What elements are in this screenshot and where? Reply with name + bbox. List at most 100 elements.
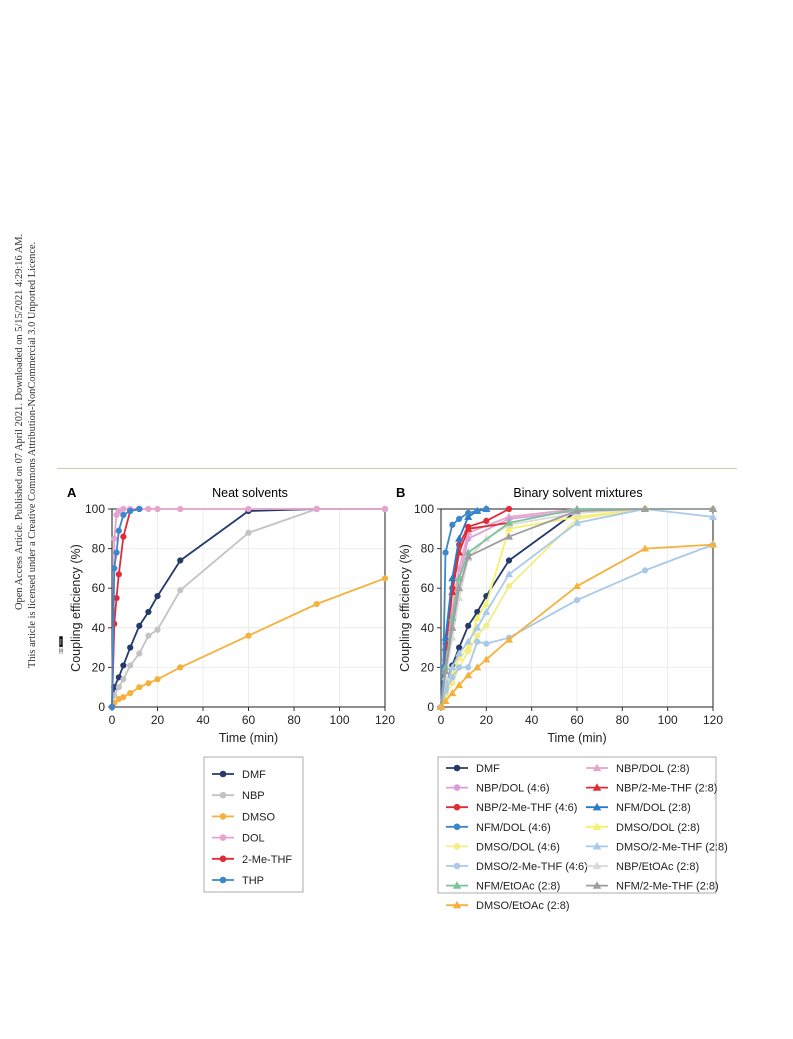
data-point (455, 681, 464, 689)
x-tick-label: 120 (375, 713, 395, 727)
data-point (708, 504, 718, 512)
legend-marker (592, 783, 602, 791)
legend-label: NFM/DOL (4:6) (476, 822, 551, 834)
legend-label: DOL (242, 833, 265, 845)
data-point (455, 534, 464, 542)
legend-marker (219, 770, 227, 778)
panel-b-legend: DMF NBP/DOL (2:8) NBP/DOL (4:6) NBP/2-Me-TH… (437, 756, 728, 912)
data-point (120, 511, 127, 519)
data-point (708, 540, 718, 548)
data-point (504, 532, 514, 540)
data-point (108, 703, 116, 711)
legend-entry: DMSO (212, 811, 275, 823)
data-point (505, 505, 513, 513)
data-point (464, 552, 473, 560)
data-point (154, 593, 161, 600)
data-point (473, 613, 482, 621)
legend-label: DMSO/DOL (4:6) (476, 841, 560, 853)
data-point (127, 507, 134, 515)
legend-entry: NBP/DOL (4:6) (446, 783, 550, 795)
x-tick-label: 0 (109, 713, 116, 727)
legend-label: DMSO/DOL (2:8) (616, 822, 700, 834)
y-tick-label: 80 (92, 542, 106, 556)
data-point (115, 684, 122, 691)
y-tick-label: 20 (92, 660, 106, 674)
data-point (120, 533, 127, 540)
series-line (440, 508, 713, 708)
y-tick-label: 40 (92, 621, 106, 635)
data-point (465, 664, 472, 671)
legend-marker (219, 834, 227, 841)
data-point (464, 512, 473, 520)
cc-by-nc-badge-icon[interactable]: cc BY-NC (18, 636, 104, 654)
series-14 (436, 540, 718, 710)
x-tick-label: 80 (287, 713, 301, 727)
data-point (441, 667, 450, 675)
x-tick-label: 0 (438, 713, 445, 727)
legend-marker (452, 881, 462, 889)
data-point (120, 676, 127, 683)
data-point (465, 509, 472, 517)
data-point (111, 535, 118, 542)
data-point (120, 505, 127, 513)
data-point (483, 622, 490, 629)
data-point (473, 623, 482, 631)
section-divider (57, 468, 737, 469)
cc-label: cc (61, 649, 63, 651)
legend-marker (452, 900, 462, 909)
x-tick-label: 40 (196, 713, 210, 727)
legend-entry: NFM/DOL (4:6) (446, 822, 551, 834)
data-point (145, 632, 152, 639)
legend-label: NBP/2-Me-THF (2:8) (616, 783, 717, 795)
series-5 (108, 505, 143, 711)
legend-marker (592, 763, 602, 772)
data-point (177, 557, 184, 564)
legend-entry: DOL (212, 833, 265, 845)
data-point (136, 684, 143, 691)
data-point (464, 637, 473, 645)
legend-marker (219, 876, 227, 884)
legend-label: NBP/DOL (2:8) (616, 763, 690, 775)
data-point (482, 655, 491, 663)
legend-label: 2-Me-THF (242, 854, 292, 866)
data-point (111, 565, 118, 572)
panel-a-plot: 0 20 40 60 80 100 120 0 20 40 60 80 100 Time (min) Cou… (69, 502, 395, 745)
legend-marker (453, 784, 461, 791)
data-point (572, 506, 582, 514)
legend-label: THP (242, 875, 264, 887)
data-point (449, 521, 456, 528)
data-point (245, 505, 252, 513)
data-point (145, 505, 152, 513)
legend-entry: DMSO/EtOAc (2:8) (446, 900, 570, 912)
data-point (474, 638, 481, 645)
data-point (442, 549, 449, 556)
y-tick-label: 60 (92, 581, 106, 595)
data-point (465, 523, 472, 530)
legend-entry: DMSO/DOL (4:6) (446, 841, 560, 853)
legend-entry: DMSO/DOL (2:8) (586, 822, 700, 834)
legend-entry: DMF (446, 763, 500, 775)
legend-entry: NBP/2-Me-THF (2:8) (586, 783, 717, 795)
y-tick-label: 60 (421, 581, 435, 595)
legend-entry: DMF (212, 769, 266, 781)
data-point (572, 582, 582, 590)
legend-label: NBP/EtOAc (2:8) (616, 861, 699, 873)
legend-entry: NFM/EtOAc (2:8) (446, 881, 560, 893)
legend-label: DMSO (242, 811, 275, 823)
legend-label: NBP/DOL (4:6) (476, 783, 550, 795)
data-point (573, 596, 581, 604)
data-point (381, 505, 389, 513)
data-point (474, 632, 481, 639)
legend-label: NFM/EtOAc (2:8) (476, 881, 560, 893)
x-axis-label: Time (min) (547, 731, 606, 745)
panel-b-plot: 0 20 40 60 80 100 120 0 20 40 60 80 100 Time (min) Cou… (398, 502, 723, 745)
data-point (640, 504, 650, 512)
legend-entry: NBP/EtOAc (2:8) (586, 861, 699, 873)
data-point (474, 507, 481, 515)
legend-entry: 2-Me-THF (212, 854, 292, 866)
data-point (120, 662, 127, 669)
legend-marker (592, 822, 602, 830)
data-point (115, 527, 122, 534)
legend-label: DMSO/2-Me-THF (4:6) (476, 861, 588, 873)
data-point (436, 702, 446, 710)
